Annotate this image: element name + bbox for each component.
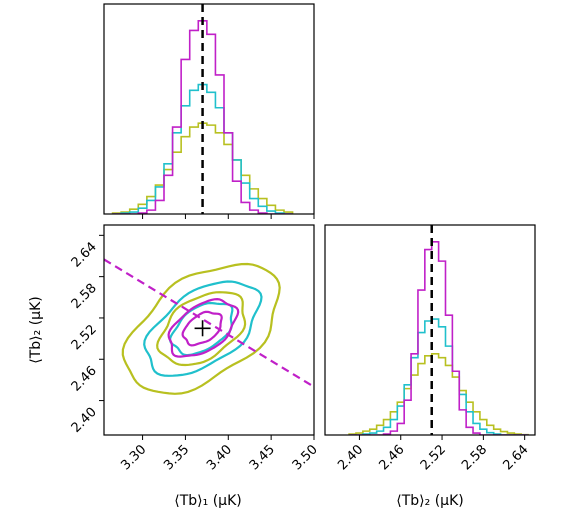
joint-contour-panel: 3.30 3.35 3.40 3.45 3.50 2.40 2.46 2.52 2.58 2.64 [69, 224, 321, 473]
contour-level [156, 291, 247, 367]
tb2-marginal-xtick-label: 2.64 [500, 442, 531, 473]
x-axis-label-tb1: ⟨Tb⟩₁ (μK) [174, 493, 241, 509]
tb1-marginal-frame [103, 3, 315, 215]
contour-level [121, 262, 281, 395]
tb2-marginal-histogram-series [349, 318, 529, 435]
degeneracy-dashed-line [104, 258, 314, 388]
tb2-marginal-frame [324, 224, 536, 436]
joint-ytick-label: 2.46 [69, 363, 100, 394]
joint-xtick-label: 3.45 [247, 442, 278, 473]
joint-xtick-label: 3.35 [161, 442, 192, 473]
marginal-tb2-panel: 2.40 2.46 2.52 2.58 2.64 [324, 224, 536, 473]
tb2-marginal-xtick-label: 2.40 [335, 442, 366, 473]
joint-xtick-label: 3.50 [290, 442, 321, 473]
joint-xtick-label: 3.40 [204, 442, 235, 473]
joint-xtick-label: 3.30 [118, 442, 149, 473]
marginal-tb1-panel [103, 3, 315, 219]
contour-level [143, 280, 263, 377]
joint-ytick-label: 2.58 [69, 281, 100, 312]
joint-ytick-label: 2.64 [69, 240, 100, 271]
joint-ytick-label: 2.52 [69, 322, 100, 353]
y-axis-label-tb2: ⟨Tb⟩₂ (μK) [28, 296, 44, 363]
tb2-marginal-xtick-label: 2.58 [459, 442, 490, 473]
tb2-marginal-xtick-label: 2.46 [376, 442, 407, 473]
contour-level [167, 297, 240, 358]
tb2-marginal-histogram-series [348, 353, 529, 435]
tb2-marginal-xtick-label: 2.52 [418, 442, 449, 473]
tb2-marginal-histogram-series [349, 241, 529, 435]
x-axis-label-tb2: ⟨Tb⟩₂ (μK) [396, 493, 463, 509]
joint-frame [103, 224, 315, 436]
contour-level [181, 310, 223, 347]
joint-ytick-label: 2.40 [69, 405, 100, 436]
